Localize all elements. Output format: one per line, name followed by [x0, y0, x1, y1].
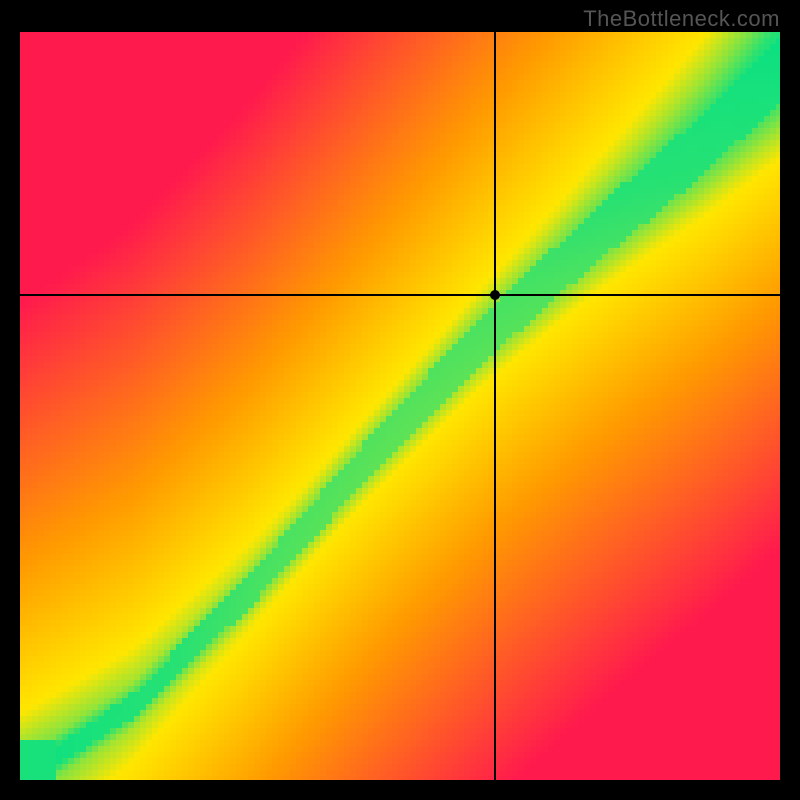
crosshair-horizontal — [20, 294, 780, 296]
chart-container: TheBottleneck.com — [0, 0, 800, 800]
heatmap-canvas — [20, 32, 780, 780]
operating-point-marker — [490, 290, 500, 300]
watermark-text: TheBottleneck.com — [583, 6, 780, 32]
crosshair-vertical — [494, 32, 496, 780]
heatmap-plot — [20, 32, 780, 780]
